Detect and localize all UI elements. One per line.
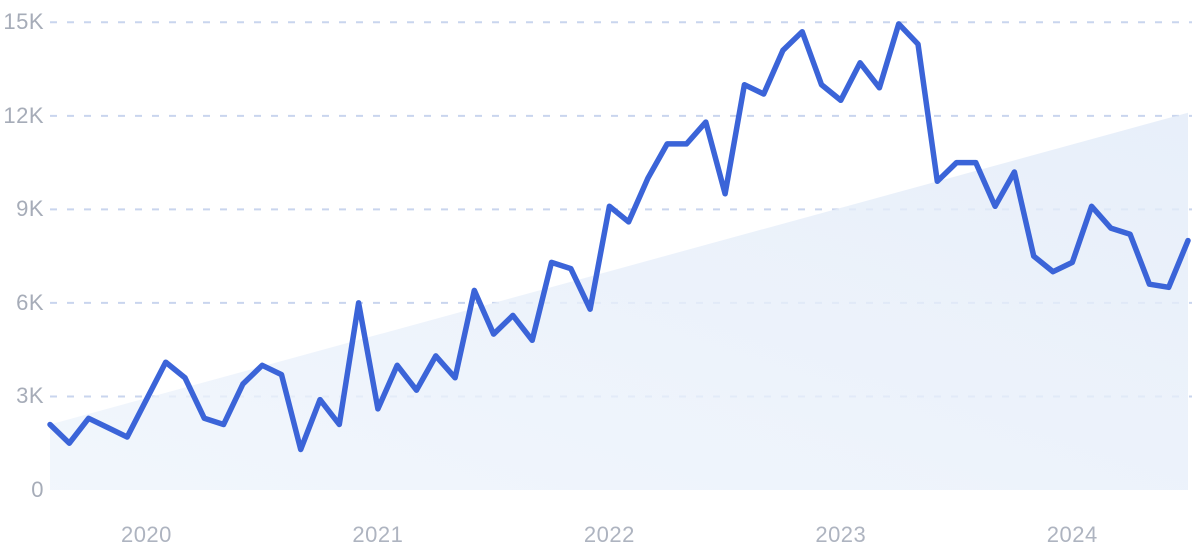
y-axis-label-3K: 3K bbox=[16, 383, 44, 409]
x-axis-label-2021: 2021 bbox=[352, 522, 404, 547]
x-axis-label-2022: 2022 bbox=[583, 522, 635, 547]
x-axis-label-2024: 2024 bbox=[1046, 522, 1098, 547]
x-axis-label-2020: 2020 bbox=[120, 522, 172, 547]
y-axis-label-15K: 15K bbox=[3, 9, 44, 35]
y-axis-label-9K: 9K bbox=[16, 196, 44, 222]
x-axis-label-2023: 2023 bbox=[815, 522, 867, 547]
trend-area-fill bbox=[50, 112, 1188, 491]
y-axis-label-0: 0 bbox=[31, 477, 44, 502]
y-axis-label-6K: 6K bbox=[16, 289, 44, 315]
data-line bbox=[47, 21, 1191, 453]
y-axis-label-12K: 12K bbox=[3, 102, 44, 128]
